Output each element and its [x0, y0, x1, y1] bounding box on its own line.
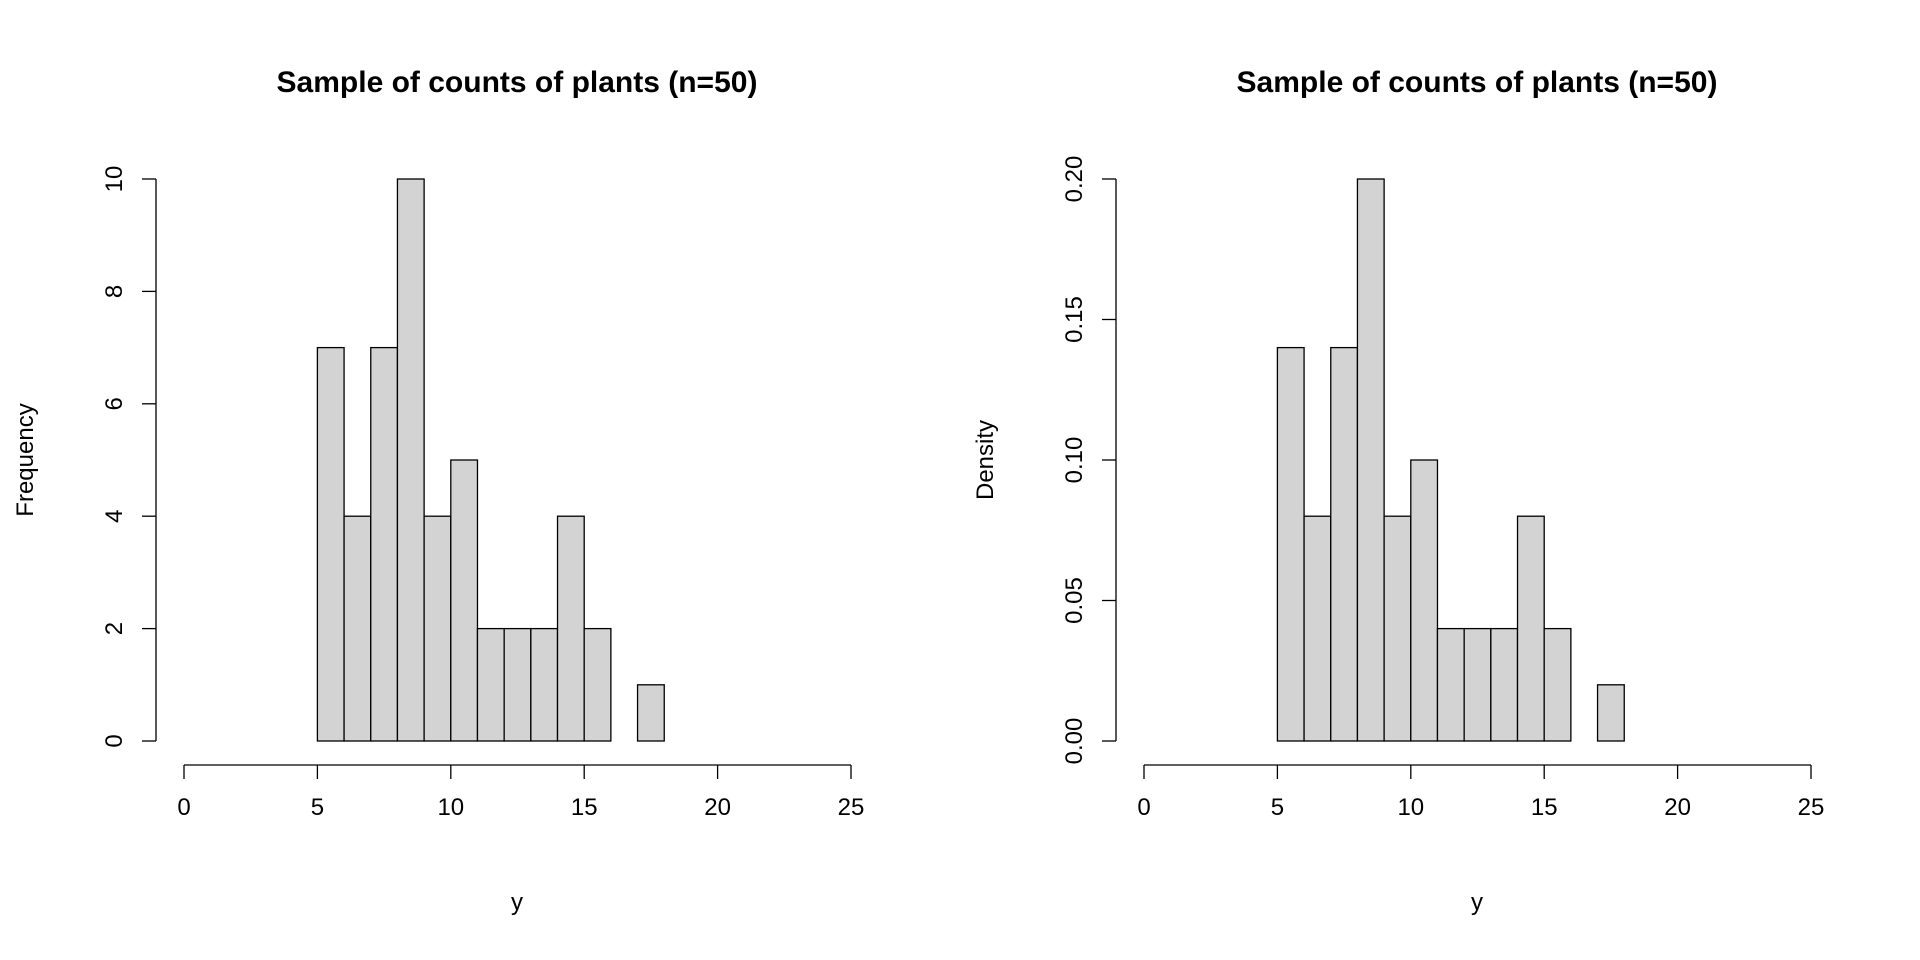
x-tick-label: 10: [1397, 794, 1424, 821]
histogram-bar: [1516, 515, 1545, 742]
y-tick-label: 0.20: [1061, 156, 1088, 203]
y-tick-label: 0: [101, 734, 128, 747]
histogram-bar: [1330, 346, 1359, 742]
y-tick-label: 8: [101, 285, 128, 298]
histogram-bar: [583, 627, 612, 742]
x-tick-label: 20: [1664, 794, 1691, 821]
histogram-bar: [1410, 459, 1439, 742]
histogram-bar: [1463, 627, 1492, 742]
chart-title: Sample of counts of plants (n=50): [1237, 66, 1718, 99]
histogram-bar: [1383, 515, 1412, 742]
x-tick-label: 0: [1137, 794, 1150, 821]
histogram-bar: [476, 627, 505, 742]
x-tick-label: 5: [1271, 794, 1284, 821]
histogram-bar: [423, 515, 452, 742]
histogram-bar: [1490, 627, 1519, 742]
x-tick-label: 5: [311, 794, 324, 821]
y-tick-label: 0.10: [1061, 437, 1088, 484]
density-histogram-panel: Sample of counts of plants (n=50) y Dens…: [972, 66, 1824, 916]
y-tick-label: 0.00: [1061, 718, 1088, 765]
x-tick-label: 25: [1798, 794, 1825, 821]
chart-title: Sample of counts of plants (n=50): [277, 66, 758, 99]
x-tick-label: 20: [704, 794, 731, 821]
x-axis-label: y: [511, 889, 523, 916]
histogram-bar: [530, 627, 559, 742]
histogram-bar: [556, 515, 585, 742]
histogram-bar: [370, 346, 399, 742]
x-axis-label: y: [1471, 889, 1483, 916]
histogram-bar: [1436, 627, 1465, 742]
x-tick-label: 0: [177, 794, 190, 821]
x-tick-label: 15: [1531, 794, 1558, 821]
y-tick-label: 10: [101, 166, 128, 193]
histogram-bar: [450, 459, 479, 742]
y-tick-label: 0.05: [1061, 577, 1088, 624]
histogram-bar: [396, 178, 425, 742]
y-tick-label: 2: [101, 622, 128, 635]
histogram-bar: [503, 627, 532, 742]
histogram-bar: [1543, 627, 1572, 742]
y-tick-label: 0.15: [1061, 296, 1088, 343]
x-tick-label: 15: [571, 794, 598, 821]
x-tick-label: 25: [838, 794, 865, 821]
y-tick-label: 6: [101, 397, 128, 410]
histogram-bar: [1356, 178, 1385, 742]
y-tick-label: 4: [101, 510, 128, 523]
histogram-bar: [1276, 346, 1305, 742]
y-axis-label: Density: [972, 420, 999, 500]
histogram-bar: [1303, 515, 1332, 742]
histogram-bar: [316, 346, 345, 742]
histogram-bar: [1596, 684, 1625, 742]
y-axis-label: Frequency: [12, 403, 39, 516]
x-tick-label: 10: [437, 794, 464, 821]
histogram-bar: [343, 515, 372, 742]
histogram-bar: [636, 684, 665, 742]
frequency-histogram-panel: Sample of counts of plants (n=50) y Freq…: [12, 66, 864, 916]
